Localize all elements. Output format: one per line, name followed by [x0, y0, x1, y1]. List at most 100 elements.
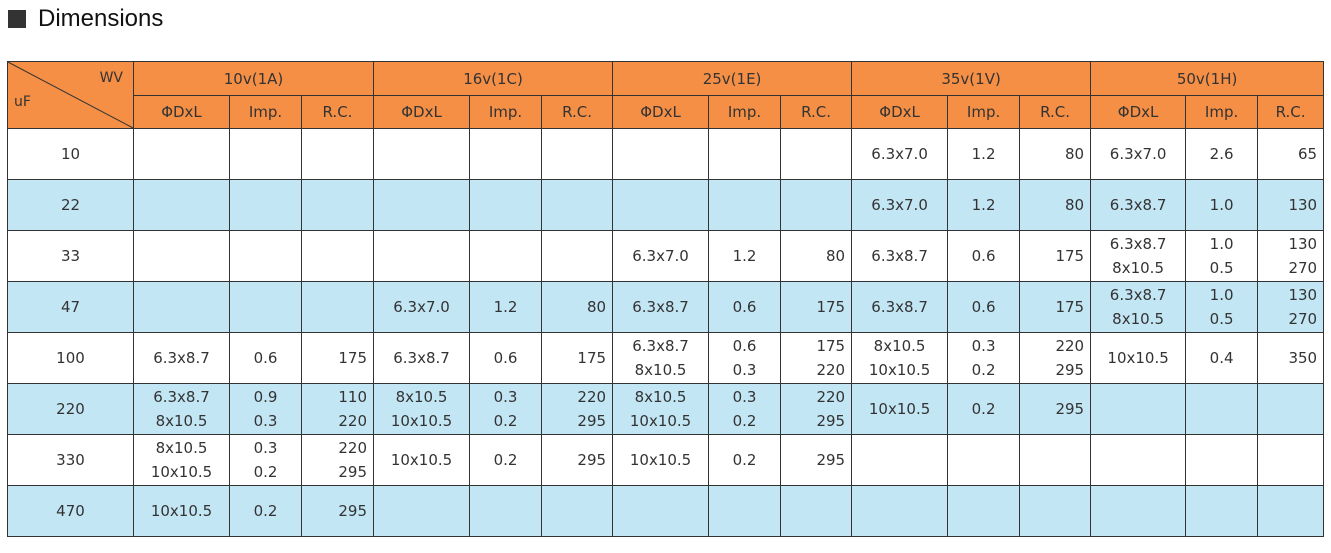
impedance-cell: 1.2 — [469, 281, 543, 333]
dimension-cell: 6.3x7.0 — [1090, 128, 1187, 180]
dimension-cell — [133, 128, 230, 180]
cell-value: 2.6 — [1209, 145, 1234, 163]
dimension-cell: 6.3x7.0 — [851, 179, 949, 231]
impedance-cell — [229, 179, 302, 231]
cell-value: 295 — [1055, 400, 1085, 418]
ripple-current-cell: 65 — [1257, 128, 1325, 180]
cell-value: 6.3x8.7 — [632, 298, 689, 316]
cell-value: 10x10.5 — [629, 412, 692, 430]
cell-value: 0.3 — [732, 361, 757, 379]
ripple-current-header: R.C. — [1019, 95, 1092, 129]
ripple-current-cell — [300, 281, 375, 333]
capacitance-cell: 22 — [7, 179, 134, 231]
voltage-group-header: 25v(1E) — [612, 61, 853, 96]
impedance-cell — [1185, 485, 1259, 537]
ripple-current-cell — [300, 128, 375, 180]
capacitance-cell: 33 — [7, 230, 134, 282]
cell-value: 0.6 — [971, 298, 996, 316]
impedance-cell: 0.6 — [708, 281, 782, 333]
cell-value: 1.0 — [1209, 286, 1234, 304]
dimension-cell: 10x10.5 — [373, 434, 471, 486]
impedance-cell — [469, 485, 543, 537]
cell-value: 1.0 — [1209, 196, 1234, 214]
cell-value: 6.3x7.0 — [632, 247, 689, 265]
impedance-cell: 1.0 0.5 — [1185, 230, 1259, 282]
dimension-cell: 10x10.5 — [612, 434, 710, 486]
cell-value: 6.3x8.7 — [632, 337, 689, 355]
ripple-current-cell: 175 — [780, 281, 853, 333]
cell-value: 10x10.5 — [868, 400, 931, 418]
ripple-current-header: R.C. — [300, 95, 375, 129]
dimension-cell: 10x10.5 — [133, 485, 230, 537]
dimension-cell: 6.3x8.7 — [612, 281, 710, 333]
dimension-cell: 8x10.5 10x10.5 — [851, 332, 949, 384]
cell-value: 0.9 — [253, 388, 278, 406]
dimension-header: ΦDxL — [1090, 95, 1187, 129]
cell-value: 1.2 — [971, 196, 996, 214]
cell-value: 1.2 — [971, 145, 996, 163]
table-corner-header: WV uF — [7, 61, 134, 129]
impedance-header: Imp. — [708, 95, 782, 129]
square-bullet-icon — [8, 10, 26, 28]
dimension-cell — [1090, 485, 1187, 537]
cell-value: 80 — [1065, 196, 1085, 214]
impedance-cell — [1185, 383, 1259, 435]
cell-value: 350 — [1288, 349, 1318, 367]
dimension-cell — [133, 230, 230, 282]
corner-label-wv: WV — [99, 70, 123, 86]
cell-value: 8x10.5 — [155, 412, 208, 430]
cell-value: 6.3x8.7 — [1109, 235, 1167, 253]
voltage-group-header: 16v(1C) — [373, 61, 614, 96]
impedance-cell — [708, 128, 782, 180]
diagonal-divider — [8, 62, 133, 128]
impedance-cell: 0.2 — [708, 434, 782, 486]
cell-value: 80 — [825, 247, 846, 265]
dimension-cell: 6.3x8.7 — [373, 332, 471, 384]
cell-value: 6.3x7.0 — [393, 298, 450, 316]
capacitance-cell: 10 — [7, 128, 134, 180]
cell-value: 0.6 — [971, 247, 996, 265]
cell-value: 0.3 — [493, 388, 518, 406]
cell-value: 10x10.5 — [1107, 349, 1169, 367]
capacitance-cell: 330 — [7, 434, 134, 486]
cell-value: 175 — [1055, 298, 1085, 316]
ripple-current-header: R.C. — [1257, 95, 1325, 129]
voltage-group-header: 50v(1H) — [1090, 61, 1325, 96]
ripple-current-cell: 175 220 — [780, 332, 853, 384]
cell-value: 130 — [1288, 235, 1318, 253]
dimension-header: ΦDxL — [612, 95, 710, 129]
cell-value: 6.3x7.0 — [871, 145, 928, 163]
ripple-current-cell: 130 270 — [1257, 281, 1325, 333]
cell-value: 130 — [1288, 286, 1318, 304]
dimension-cell — [373, 128, 471, 180]
dimension-cell — [373, 485, 471, 537]
impedance-cell: 0.6 — [229, 332, 302, 384]
section-title: Dimensions — [8, 4, 163, 34]
cell-value: 220 — [338, 412, 368, 430]
ripple-current-cell: 80 — [1019, 128, 1092, 180]
cell-value: 6.3x7.0 — [1109, 145, 1167, 163]
cell-value: 0.3 — [971, 337, 996, 355]
ripple-current-cell: 80 — [780, 230, 853, 282]
ripple-current-cell: 80 — [541, 281, 614, 333]
ripple-current-cell — [1257, 383, 1325, 435]
impedance-cell: 0.3 0.2 — [708, 383, 782, 435]
cell-value: 175 — [816, 337, 846, 355]
ripple-current-cell: 295 — [1019, 383, 1092, 435]
dimension-cell: 6.3x7.0 — [373, 281, 471, 333]
cell-value: 295 — [577, 412, 607, 430]
impedance-cell: 2.6 — [1185, 128, 1259, 180]
impedance-cell: 0.4 — [1185, 332, 1259, 384]
cell-value: 1.2 — [493, 298, 518, 316]
ripple-current-cell: 295 — [300, 485, 375, 537]
table-row: 100 6.3x8.7 0.6 175 6.3x8.7 0.6 175 6.3x8.7 8x10… — [7, 332, 1325, 384]
cell-value: 10x10.5 — [629, 451, 692, 469]
impedance-header: Imp. — [469, 95, 543, 129]
ripple-current-cell: 220 295 — [780, 383, 853, 435]
cell-value: 6.3x8.7 — [153, 349, 210, 367]
cell-value: 110 — [338, 388, 368, 406]
cell-value: 10x10.5 — [868, 361, 931, 379]
table-row: 10 6.3x7.0 1.2 80 6.3x7.0 2.6 65 — [7, 128, 1325, 180]
cell-value: 220 — [338, 439, 368, 457]
impedance-cell — [229, 230, 302, 282]
